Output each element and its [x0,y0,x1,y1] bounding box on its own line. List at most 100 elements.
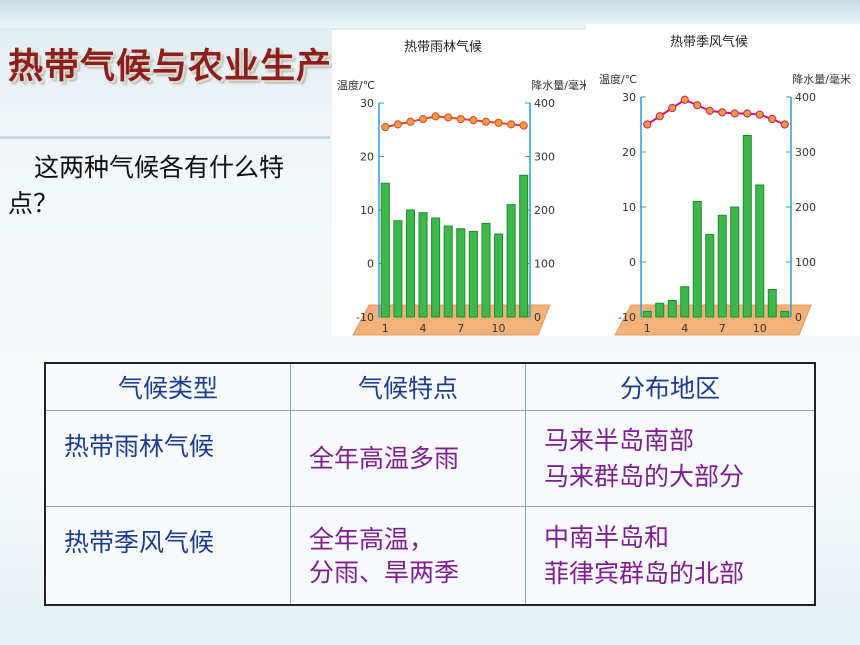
y2-tick-label: 200 [534,204,555,217]
slide-title: 热带气候与农业生产 [8,47,333,87]
y1-axis-label: 温度/℃ [599,72,637,86]
precip-bar [494,233,504,318]
feature-line: 分雨、旱两季 [309,557,460,587]
temperature-point [743,109,752,118]
y1-tick-label: 0 [367,258,374,271]
top-band [0,0,860,28]
temperature-point [693,101,702,110]
precip-bar [456,228,466,318]
question-text: 这两种气候各有什么特点？ [8,153,285,218]
temperature-point [469,116,478,125]
y1-tick-label: 10 [360,204,374,217]
precip-bar [655,302,665,318]
temperature-line [646,98,786,126]
precip-bar [705,234,715,318]
x-tick-label: 7 [457,322,464,335]
x-tick-label: 1 [644,322,651,335]
precip-bar [418,212,428,318]
temperature-point [519,121,528,130]
precip-bar [642,311,652,318]
y2-tick-label: 0 [795,311,802,324]
table-header-row: 气候类型 气候特点 分布地区 [44,362,816,411]
cell-regions: 马来半岛南部 马来群岛的大部分 [525,410,816,507]
temperature-point [730,109,739,118]
temperature-point [381,122,390,132]
cell-climate-type: 热带雨林气候 [44,410,291,507]
precip-bar [680,286,690,318]
precip-bar [506,204,516,318]
x-tick-label: 1 [382,322,389,335]
precip-bar [717,214,727,318]
temperature-point [507,120,516,129]
precip-bar [692,201,702,318]
y1-tick-label: -10 [618,311,636,324]
temperature-point [643,120,652,129]
temperature-point [418,114,428,124]
y2-axis-label: 降水量/毫米 [531,78,586,92]
y1-tick-label: 10 [622,201,636,214]
temperature-point [780,120,789,129]
temperature-point [755,110,764,119]
precip-bar [519,174,529,318]
y2-tick-label: 0 [534,311,541,324]
region-line: 马来半岛南部 [544,425,695,455]
cell-regions: 中南半岛和 菲律宾群岛的北部 [525,506,816,606]
y1-tick-label: 30 [622,91,636,104]
table-row: 热带雨林气候 全年高温多雨 马来半岛南部 马来群岛的大部分 [44,410,816,507]
temperature-point [768,114,777,124]
y2-tick-label: 100 [534,258,555,271]
precip-bar [393,220,403,318]
x-tick-label: 7 [719,322,726,335]
y2-tick-label: 400 [534,97,555,110]
header-climate-features: 气候特点 [290,362,526,411]
precip-bar [481,222,491,318]
precip-bar [730,206,740,318]
temperature-line [385,115,524,129]
precip-bar [742,135,752,318]
precip-bar [431,217,441,318]
chart-title: 热带雨林气候 [404,40,483,55]
temperature-point [494,118,503,127]
region-line: 菲律宾群岛的北部 [544,558,745,588]
precip-bar [468,230,478,318]
temperature-point [456,114,465,124]
y2-tick-label: 300 [795,146,816,159]
y2-tick-label: 300 [534,151,555,164]
temperature-point [655,112,664,121]
chart-monsoon: 热带季风气候 温度/℃ 降水量/毫米 30 20 10 0 -10 400 300 200 100 0… [586,24,860,336]
header-regions: 分布地区 [525,362,816,411]
region-line: 马来群岛的大部分 [544,461,745,491]
temperature-point [680,95,689,104]
y2-tick-label: 400 [795,91,816,104]
y1-axis-label: 温度/℃ [337,78,375,92]
y2-axis-label: 降水量/毫米 [792,72,851,86]
chart-rainforest: 热带雨林气候 温度/℃ 降水量/毫米 30 20 10 0 -10 400 300 200 100 0… [332,30,590,336]
y1-tick-label: -10 [356,311,374,324]
temperature-point [406,117,415,126]
y2-tick-label: 100 [795,256,816,269]
y1-tick-label: 20 [360,151,374,164]
x-tick-label: 4 [681,322,688,335]
temperature-point [393,120,402,129]
precip-bar [443,225,453,318]
temperature-point [718,108,727,117]
cell-climate-features: 全年高温多雨 [290,410,526,507]
climate-table: 气候类型 气候特点 分布地区 热带雨林气候 全年高温多雨 马来半岛南部 马来群岛… [44,362,816,606]
precip-bar [767,289,777,318]
feature-line: 全年高温多雨 [309,444,460,473]
precip-bar [755,184,765,318]
title-divider [0,136,330,139]
precip-bar [405,209,415,318]
temperature-point [668,103,677,113]
x-tick-label: 10 [492,322,506,335]
temperature-point [705,106,714,115]
x-tick-label: 4 [420,322,427,335]
header-climate-type: 气候类型 [44,362,291,411]
precip-bar [667,300,677,318]
region-line: 中南半岛和 [544,522,670,552]
y2-tick-label: 200 [795,201,816,214]
y1-tick-label: 30 [360,97,374,110]
